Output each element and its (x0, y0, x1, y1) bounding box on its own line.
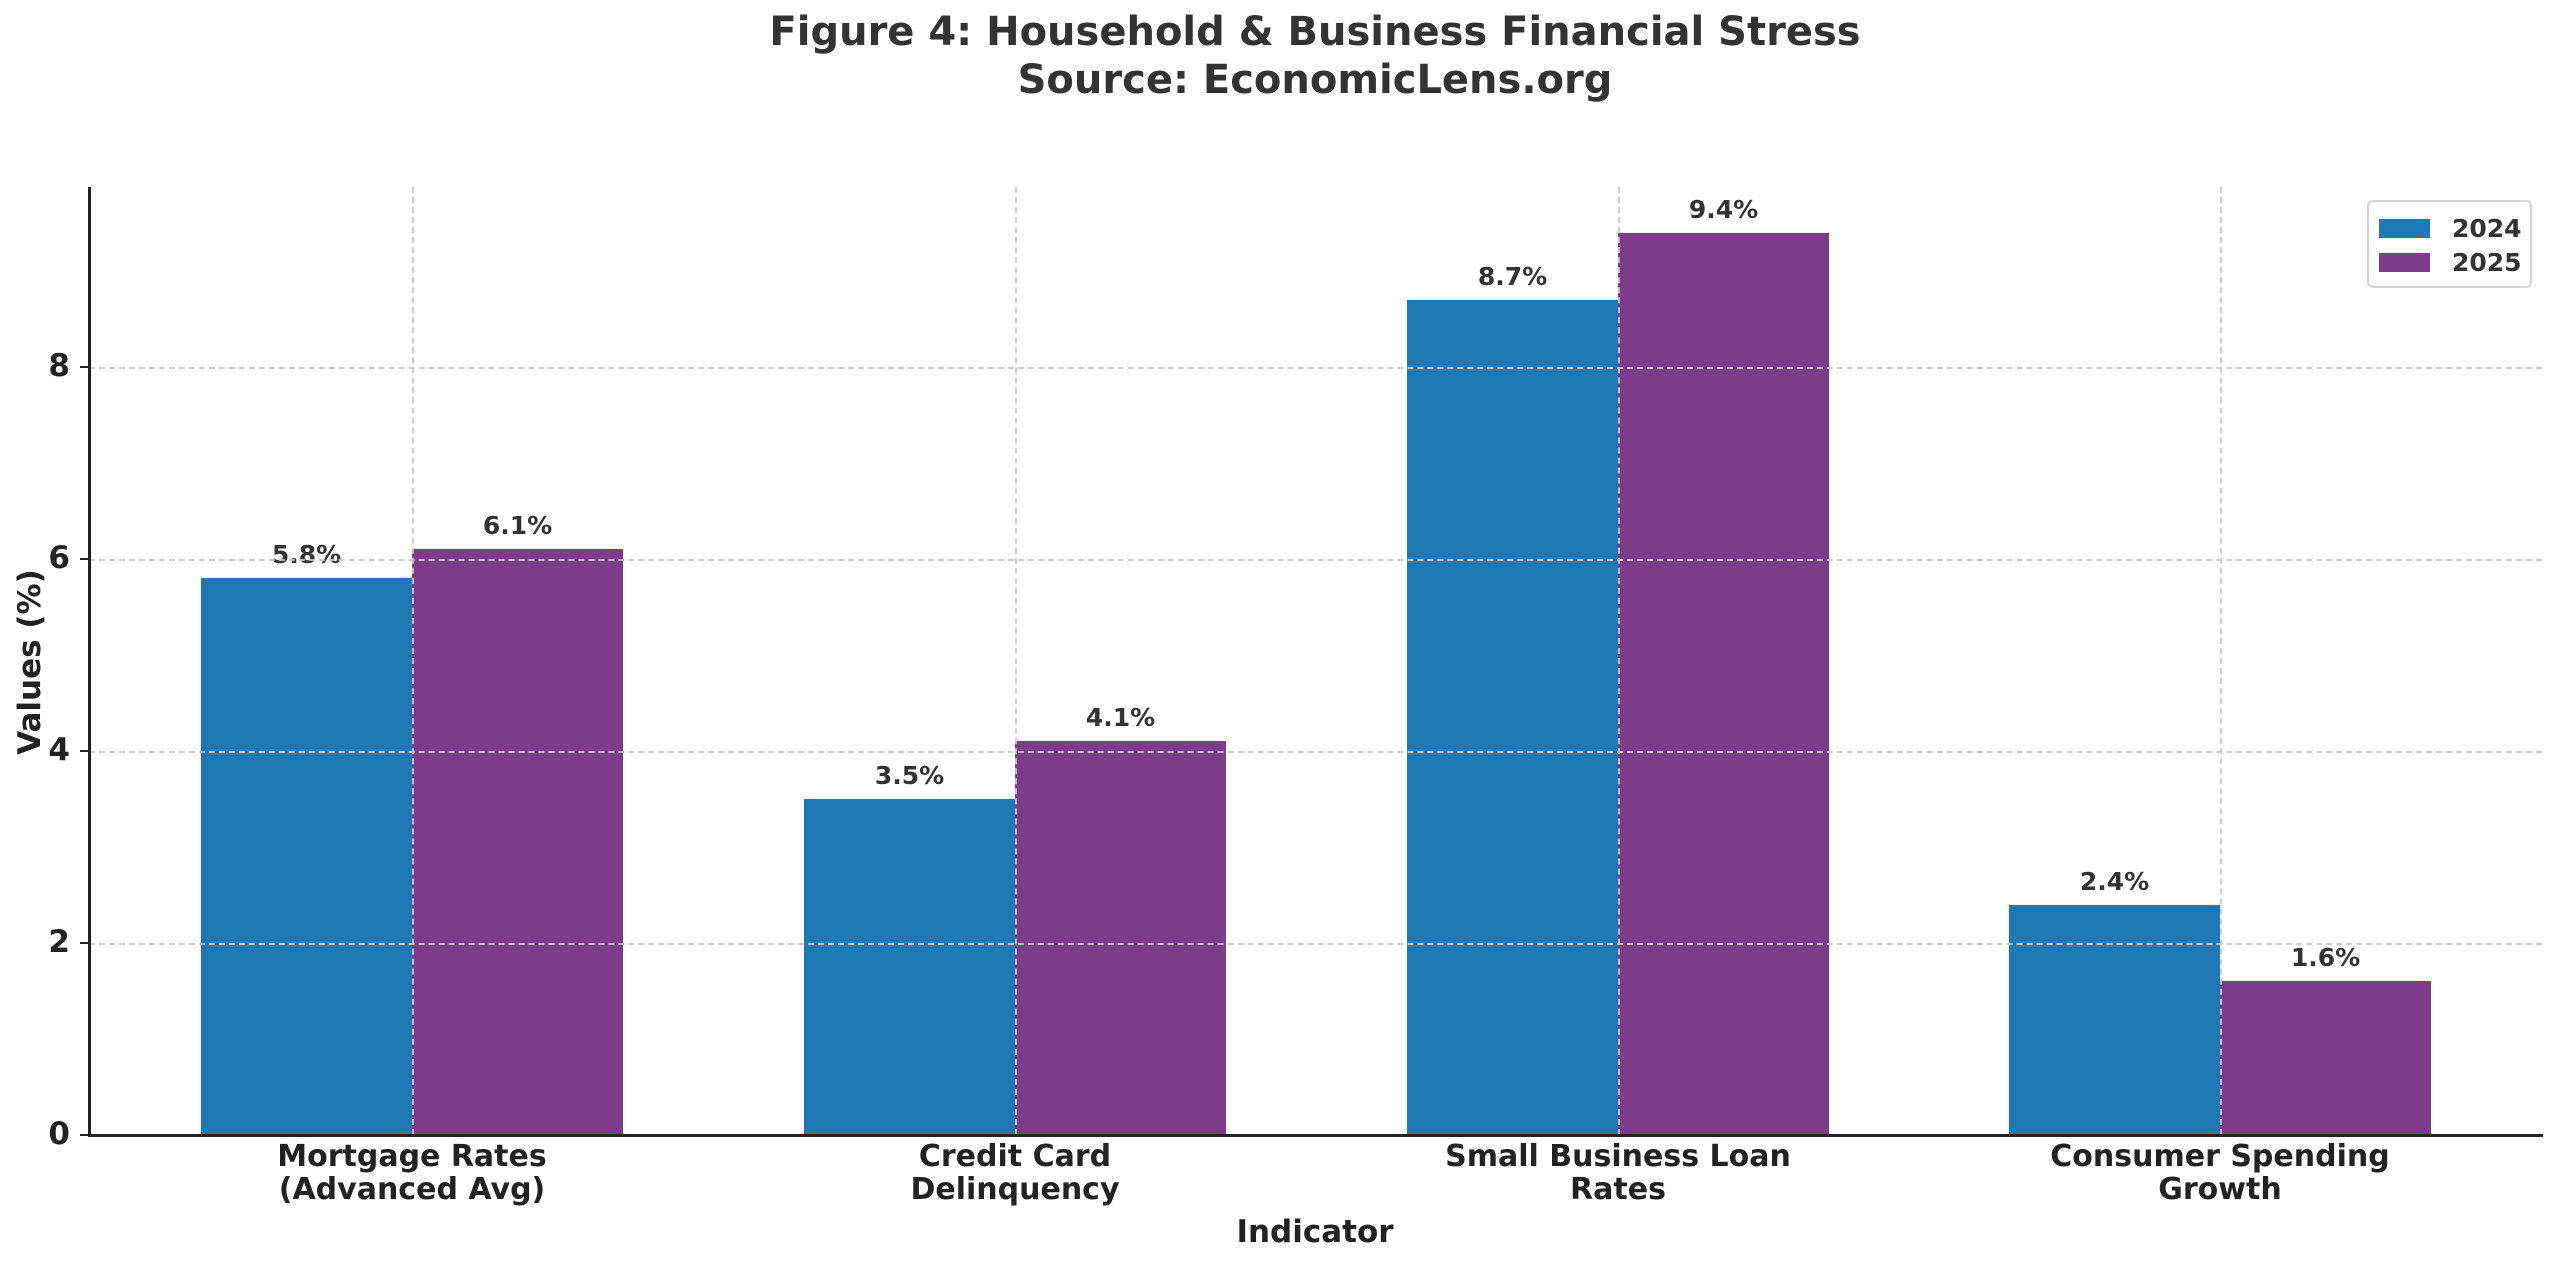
y-tick-label: 4 (48, 732, 70, 768)
bar-value-label: 2.4% (2079, 866, 2150, 896)
y-tick-mark (80, 366, 89, 368)
bar-2025-3 (2220, 981, 2431, 1135)
y-tick-label: 0 (48, 1116, 70, 1152)
bar-value-label: 8.7% (1477, 261, 1548, 291)
x-tick-line-2: Growth (2158, 1172, 2282, 1207)
legend-label-2025: 2025 (2452, 247, 2522, 277)
bar-2024-2 (1407, 299, 1618, 1135)
h-gridline (89, 559, 2542, 561)
legend-item-2024: 2024 (2379, 213, 2522, 243)
y-tick-label: 2 (48, 924, 70, 960)
x-tick-label: Small Business Loan Rates (1368, 1140, 1868, 1206)
v-gridline (2220, 187, 2222, 1135)
x-axis-label: Indicator (1236, 1214, 1394, 1250)
x-tick-label: Credit Card Delinquency (765, 1140, 1265, 1206)
bar-2025-1 (1015, 741, 1226, 1135)
plot-area: 5.8% 3.5% 8.7% 2.4% 6.1% 4.1% 9.4% 1.6% (89, 187, 2542, 1135)
h-gridline (89, 943, 2542, 945)
bar-2025-2 (1618, 232, 1829, 1135)
x-tick-line-2: (Advanced Avg) (278, 1172, 546, 1207)
bar-2024-1 (804, 799, 1015, 1135)
bar-value-label: 4.1% (1085, 703, 1156, 733)
v-gridline (1618, 187, 1620, 1135)
x-axis-line (88, 1134, 2543, 1137)
title-line-1: Figure 4: Household & Business Financial… (769, 9, 1861, 55)
h-gridline (89, 367, 2542, 369)
y-tick-mark (80, 1134, 89, 1136)
bar-value-label: 9.4% (1688, 194, 1759, 224)
x-tick-label: Mortgage Rates (Advanced Avg) (162, 1140, 662, 1206)
bar-value-label: 1.6% (2290, 943, 2361, 973)
bar-2024-3 (2009, 904, 2220, 1135)
title-line-2: Source: EconomicLens.org (1017, 57, 1613, 103)
legend-item-2025: 2025 (2379, 247, 2522, 277)
bar-value-label: 5.8% (271, 540, 342, 570)
x-tick-line-1: Credit Card (918, 1139, 1112, 1174)
x-tick-line-1: Small Business Loan (1445, 1139, 1791, 1174)
bar-2024-0 (201, 578, 412, 1135)
bar-value-label: 3.5% (874, 761, 945, 790)
y-tick-label: 6 (48, 540, 70, 576)
bar-2025-0 (412, 549, 623, 1135)
x-tick-line-2: Rates (1570, 1172, 1666, 1207)
v-gridline (412, 187, 414, 1135)
y-tick-label: 8 (48, 348, 70, 384)
x-tick-label: Consumer Spending Growth (1970, 1140, 2470, 1206)
y-tick-mark (80, 942, 89, 944)
h-gridline (89, 751, 2542, 753)
x-tick-line-1: Mortgage Rates (277, 1139, 547, 1174)
y-tick-mark (80, 558, 89, 560)
y-axis-line (88, 187, 91, 1137)
chart-title: Figure 4: Household & Business Financial… (0, 8, 2560, 104)
legend-swatch-2025 (2379, 252, 2430, 272)
y-tick-mark (80, 750, 89, 752)
bar-value-label: 6.1% (482, 511, 553, 541)
legend-label-2024: 2024 (2452, 213, 2522, 243)
legend: 2024 2025 (2367, 200, 2532, 288)
legend-swatch-2024 (2379, 218, 2430, 238)
x-tick-line-2: Delinquency (910, 1172, 1120, 1207)
y-axis-label: Values (%) (12, 569, 48, 755)
x-tick-line-1: Consumer Spending (2050, 1139, 2390, 1174)
v-gridline (1015, 187, 1017, 1135)
